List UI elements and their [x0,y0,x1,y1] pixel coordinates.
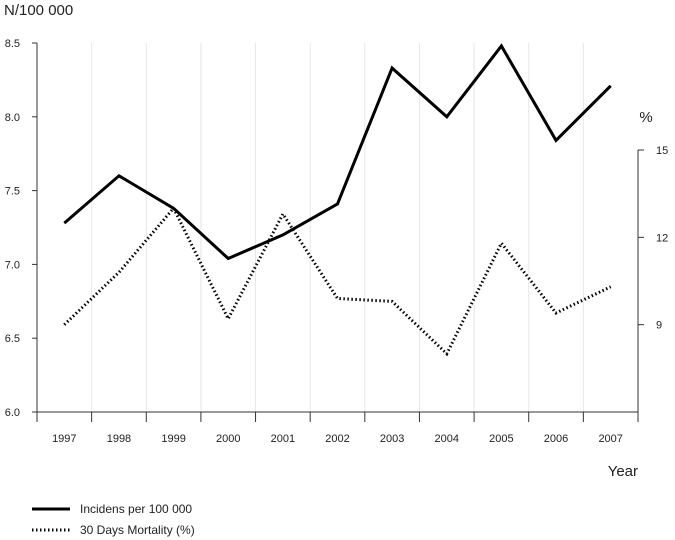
x-tick-label: 1999 [161,433,185,445]
x-axis-label: Year [608,463,638,480]
x-tick-label: 2001 [271,433,295,445]
x-tick-label: 2007 [598,433,622,445]
left-axis-label: N/100 000 [4,2,73,19]
left-tick-label: 6.0 [5,407,20,419]
x-tick-label: 2002 [325,433,349,445]
right-tick-label: 15 [656,145,668,157]
legend: Incidens per 100 000 30 Days Mortality (… [32,502,195,537]
x-tick-label: 2004 [435,433,459,445]
x-tick-label: 2003 [380,433,404,445]
right-tick-label: 9 [656,320,662,332]
left-y-axis: 6.0 6.5 7.0 7.5 8.0 8.5 [5,38,38,419]
right-tick-label: 12 [656,232,668,244]
left-tick-label: 7.5 [5,186,20,198]
series-line-mortality [63,205,612,357]
x-tick-label: 1998 [107,433,131,445]
x-tick-label: 1997 [52,433,76,445]
x-tick-label: 2005 [489,433,513,445]
series-lines [63,43,612,357]
x-tick-label: 2000 [216,433,240,445]
legend-label-mortality: 30 Days Mortality (%) [80,523,195,537]
left-tick-label: 8.5 [5,38,20,50]
left-tick-label: 6.5 [5,333,20,345]
left-tick-label: 7.0 [5,259,20,271]
right-axis-label: % [639,109,652,126]
legend-label-incidens: Incidens per 100 000 [80,502,192,516]
series-line-incidens [63,43,612,261]
right-y-axis: 9 12 15 [637,145,668,412]
x-tick-label: 2006 [544,433,568,445]
left-tick-label: 8.0 [5,112,20,124]
vertical-grid [91,43,584,412]
x-axis: 1997 1998 1999 2000 2001 2002 2003 2004 2005 2006… [36,411,639,445]
